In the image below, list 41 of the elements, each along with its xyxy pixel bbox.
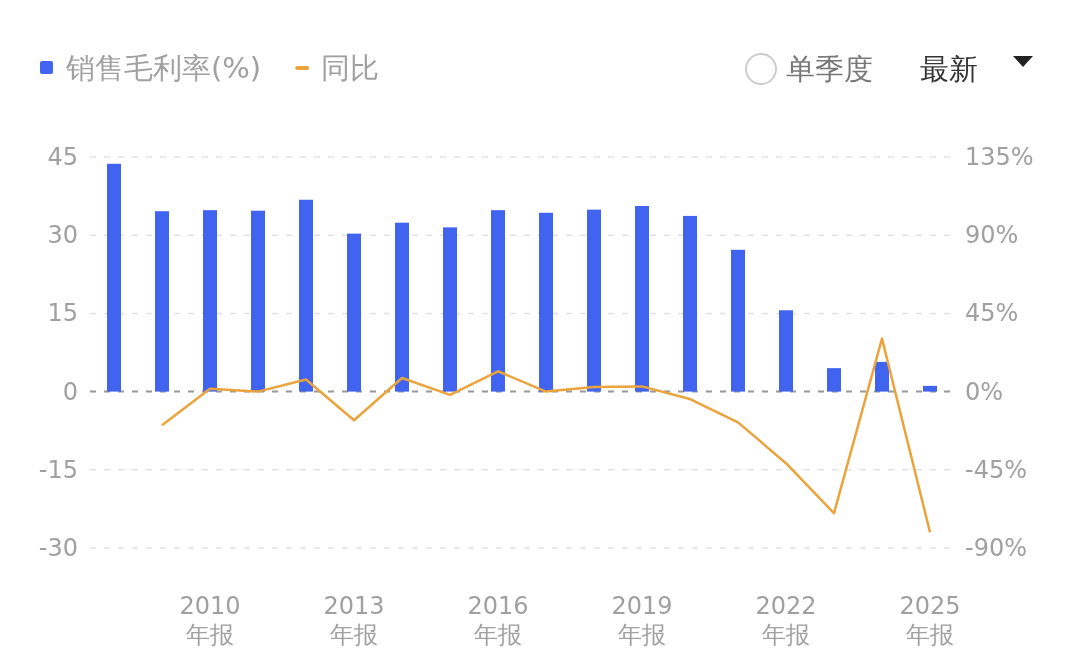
y-tick-label: 30: [47, 221, 78, 250]
bar: [299, 199, 313, 392]
bar: [395, 222, 409, 392]
x-tick-label: 2013 年报: [323, 592, 385, 649]
bar: [155, 211, 169, 392]
y2-tick-label: -90%: [965, 534, 1028, 562]
bar: [827, 368, 841, 392]
y2-tick-label: 0%: [965, 377, 1004, 406]
x-tick-label: 2025 年报: [899, 592, 961, 649]
y-tick-label: 45: [47, 143, 78, 171]
x-tick-label: 2010 年报: [179, 592, 241, 649]
y-tick-label: 15: [47, 299, 78, 328]
bar: [203, 210, 217, 392]
text: 单季度: [786, 52, 873, 86]
legend-label: 同比: [321, 51, 380, 85]
y2-tick-label: 45%: [965, 299, 1019, 328]
y2-tick-label: 135%: [965, 143, 1034, 171]
x-tick-label: 2022 年报: [755, 592, 817, 649]
bar: [683, 215, 697, 392]
text: 最新: [920, 52, 978, 86]
legend-label: 销售毛利率(%): [65, 51, 262, 85]
x-tick-label: 2019 年报: [611, 592, 673, 649]
bar: [635, 206, 649, 392]
y2-tick-label: -45%: [965, 455, 1028, 484]
bar: [779, 310, 793, 392]
y2-tick-label: 90%: [965, 221, 1019, 250]
line-series: [160, 337, 932, 534]
bar: [587, 209, 601, 392]
y-tick-label: 0: [62, 377, 78, 406]
x-tick-label: 2016 年报: [467, 592, 529, 649]
bar: [539, 212, 553, 392]
y-tick-label: -30: [38, 534, 78, 562]
bar: [875, 361, 889, 392]
bar: [107, 163, 121, 392]
bar: [731, 249, 745, 392]
bar: [923, 385, 937, 392]
bar: [347, 233, 361, 392]
bar: [251, 210, 265, 392]
bar: [491, 210, 505, 392]
bar: [443, 227, 457, 392]
y-tick-label: -15: [38, 455, 78, 484]
